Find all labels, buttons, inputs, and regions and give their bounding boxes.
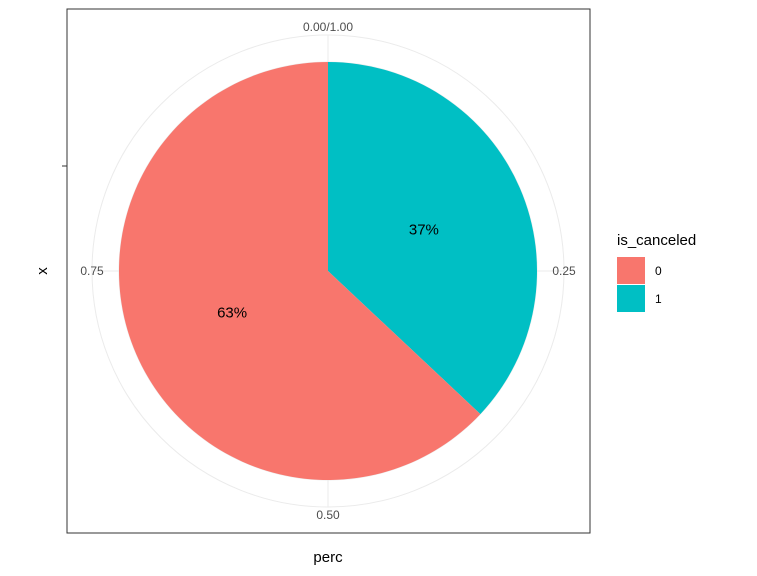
slice-label-1: 37% — [409, 221, 439, 238]
y-axis-title: x — [34, 267, 51, 275]
theta-tick-label-2: 0.50 — [316, 508, 340, 522]
legend: is_canceled 0 1 — [617, 232, 696, 312]
slice-labels: 37% 63% — [217, 221, 439, 321]
pie-slice-1 — [328, 62, 537, 415]
theta-tick-label-1: 0.25 — [552, 264, 576, 278]
pie-slice-0 — [118, 62, 481, 481]
theta-tick-labels: 0.00/1.00 0.25 0.50 0.75 — [80, 20, 576, 522]
legend-key-0 — [617, 257, 645, 284]
legend-label-1: 1 — [655, 292, 662, 306]
legend-title: is_canceled — [617, 232, 696, 249]
pie-slices — [118, 62, 537, 481]
legend-label-0: 0 — [655, 264, 662, 278]
x-axis-title: perc — [313, 549, 343, 566]
theta-tick-label-0: 0.00/1.00 — [303, 20, 353, 34]
theta-tick-label-3: 0.75 — [80, 264, 104, 278]
slice-label-0: 63% — [217, 305, 247, 322]
legend-key-1 — [617, 285, 645, 312]
